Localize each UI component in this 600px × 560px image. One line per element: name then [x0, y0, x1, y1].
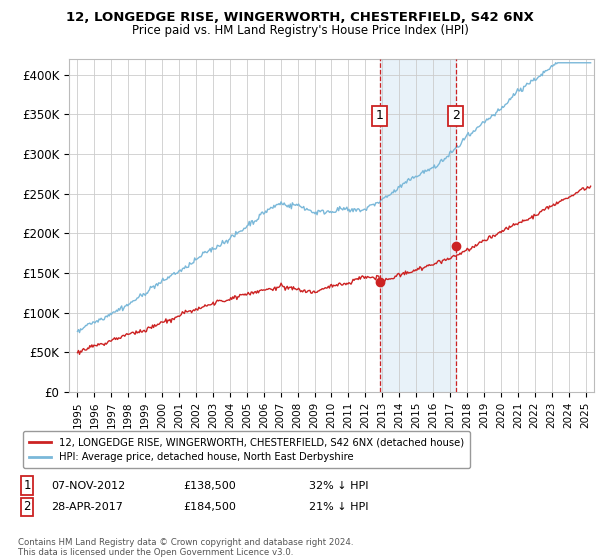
Text: 12, LONGEDGE RISE, WINGERWORTH, CHESTERFIELD, S42 6NX: 12, LONGEDGE RISE, WINGERWORTH, CHESTERF… — [66, 11, 534, 24]
Text: 1: 1 — [23, 479, 31, 492]
Text: £184,500: £184,500 — [183, 502, 236, 512]
Text: £138,500: £138,500 — [183, 480, 236, 491]
Bar — [380, 59, 455, 392]
Text: 2: 2 — [23, 500, 31, 514]
Text: 28-APR-2017: 28-APR-2017 — [51, 502, 123, 512]
Text: Price paid vs. HM Land Registry's House Price Index (HPI): Price paid vs. HM Land Registry's House … — [131, 24, 469, 37]
Text: 07-NOV-2012: 07-NOV-2012 — [51, 480, 125, 491]
Legend: 12, LONGEDGE RISE, WINGERWORTH, CHESTERFIELD, S42 6NX (detached house), HPI: Ave: 12, LONGEDGE RISE, WINGERWORTH, CHESTERF… — [23, 431, 470, 468]
Text: 1: 1 — [376, 109, 384, 123]
Text: 32% ↓ HPI: 32% ↓ HPI — [309, 480, 368, 491]
Text: 2: 2 — [452, 109, 460, 123]
Text: Contains HM Land Registry data © Crown copyright and database right 2024.
This d: Contains HM Land Registry data © Crown c… — [18, 538, 353, 557]
Text: 21% ↓ HPI: 21% ↓ HPI — [309, 502, 368, 512]
